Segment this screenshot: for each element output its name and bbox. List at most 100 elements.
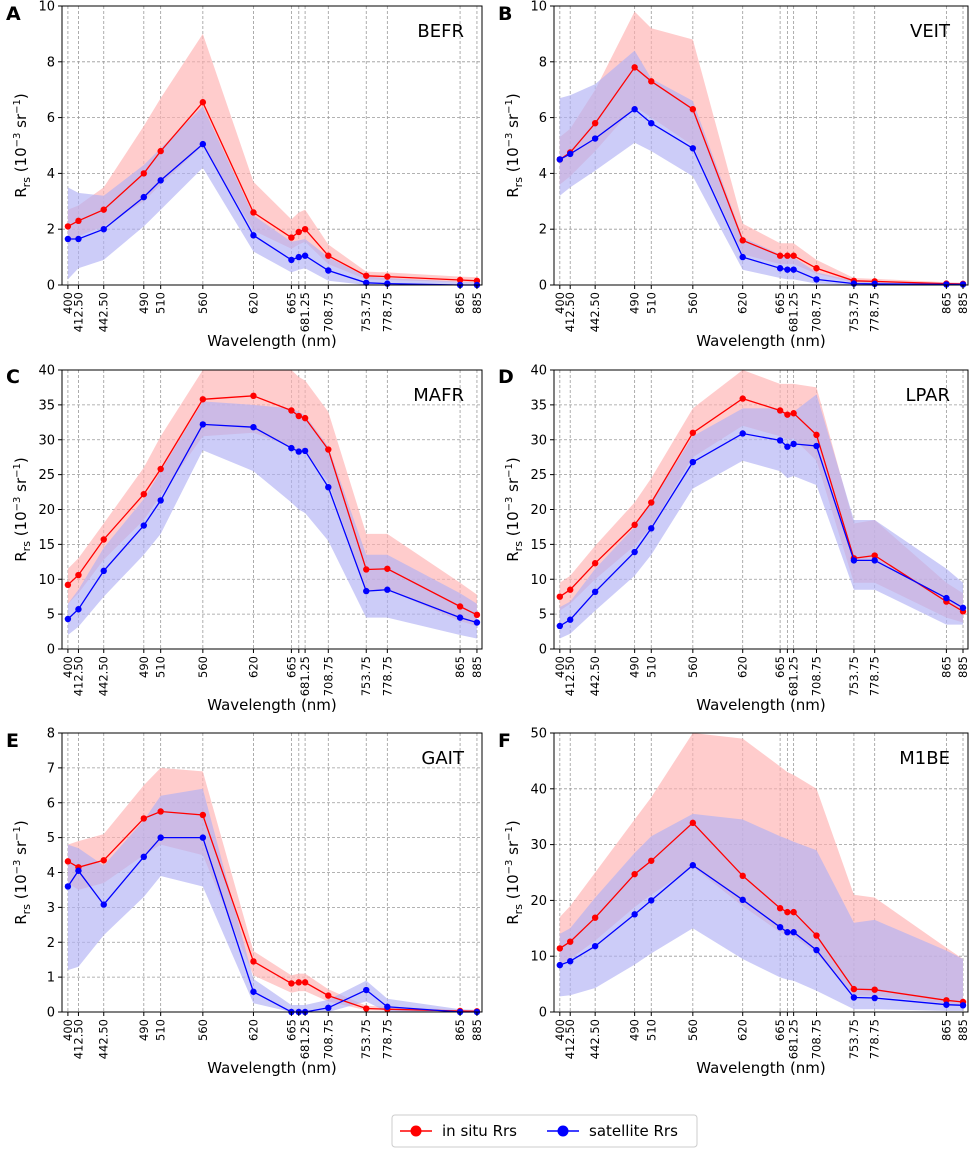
satellite-data-point xyxy=(140,193,148,201)
x-tick-label: 510 xyxy=(644,292,658,314)
x-tick-label: 681.25 xyxy=(298,656,312,696)
x-tick-label: 665 xyxy=(773,656,787,678)
satellite-data-point xyxy=(100,567,107,575)
y-tick-label: 25 xyxy=(38,468,55,483)
satellite-data-point xyxy=(776,437,784,444)
x-tick-label: 620 xyxy=(246,292,260,314)
y-label-subscript: rs xyxy=(512,904,525,915)
x-tick-label: 708.75 xyxy=(321,1019,335,1059)
in-situ-data-point xyxy=(140,815,148,822)
y-tick-label: 40 xyxy=(530,364,547,379)
x-tick-label: 412.50 xyxy=(563,656,577,696)
y-label-sr-exponent: −1 xyxy=(504,463,515,478)
satellite-data-point xyxy=(689,458,697,466)
y-tick-label: 2 xyxy=(47,223,55,238)
x-tick-label: 490 xyxy=(137,1019,151,1041)
panel-title: GAIT xyxy=(421,748,465,769)
x-axis-label: Wavelength (nm) xyxy=(207,696,337,714)
x-tick-label: 778.75 xyxy=(868,1019,882,1059)
in-situ-range-band xyxy=(559,11,963,285)
satellite-data-point xyxy=(648,897,655,904)
in-situ-data-point xyxy=(301,414,309,422)
satellite-data-point xyxy=(363,279,370,286)
satellite-data-point xyxy=(363,587,370,595)
in-situ-data-point xyxy=(250,958,257,965)
x-tick-label: 665 xyxy=(773,1019,787,1041)
y-label-exponent: −3 xyxy=(12,497,23,512)
in-situ-range-band xyxy=(67,33,477,283)
panel-letter: B xyxy=(498,3,512,25)
y-tick-label: 30 xyxy=(530,838,547,853)
y-label-subscript: rs xyxy=(20,541,33,552)
y-label-subscript: rs xyxy=(512,541,525,552)
y-label-symbol: R xyxy=(504,551,522,561)
in-situ-data-point xyxy=(288,234,295,241)
y-label-sr-exponent: −1 xyxy=(504,99,515,114)
in-situ-data-point xyxy=(689,106,697,113)
satellite-data-point xyxy=(75,606,82,613)
in-situ-data-point xyxy=(739,872,746,880)
y-tick-label: 10 xyxy=(38,573,55,588)
in-situ-data-point xyxy=(456,603,464,610)
x-tick-label: 620 xyxy=(246,656,260,678)
in-situ-data-point xyxy=(301,226,309,233)
in-situ-data-point xyxy=(157,147,164,155)
x-tick-label: 442.50 xyxy=(97,1019,111,1059)
y-label-exponent: −3 xyxy=(504,497,515,512)
satellite-data-point xyxy=(473,619,481,626)
satellite-data-point xyxy=(784,266,791,273)
in-situ-data-point xyxy=(75,571,82,579)
in-situ-data-point xyxy=(363,272,370,279)
x-tick-label: 412.50 xyxy=(71,292,85,332)
satellite-data-point xyxy=(157,177,164,184)
satellite-data-point xyxy=(250,423,257,431)
in-situ-data-point xyxy=(648,857,655,864)
satellite-data-point xyxy=(943,281,950,288)
x-tick-label: 412.50 xyxy=(563,292,577,332)
x-tick-label: 442.50 xyxy=(588,656,602,696)
y-label-close: ) xyxy=(12,93,30,99)
y-axis-label: Rrs (10−3 sr−1) xyxy=(504,457,525,562)
satellite-range-band xyxy=(67,401,477,639)
in-situ-data-point xyxy=(250,209,257,216)
satellite-data-point xyxy=(250,988,257,995)
satellite-data-point xyxy=(75,235,82,243)
satellite-data-point xyxy=(591,942,599,950)
y-label-unit: (10 xyxy=(12,147,30,177)
in-situ-data-point xyxy=(64,581,72,589)
x-tick-label: 620 xyxy=(736,656,750,678)
in-situ-data-point xyxy=(100,536,107,543)
x-tick-label: 510 xyxy=(644,1019,658,1041)
in-situ-data-point xyxy=(157,808,164,815)
x-tick-label: 560 xyxy=(196,292,210,314)
satellite-data-point xyxy=(776,265,784,272)
x-tick-label: 681.25 xyxy=(298,1019,312,1059)
satellite-data-point xyxy=(288,444,295,452)
x-tick-label: 708.75 xyxy=(809,656,823,696)
x-axis-label: Wavelength (nm) xyxy=(207,1059,337,1077)
satellite-data-point xyxy=(631,911,638,918)
x-tick-label: 865 xyxy=(453,656,467,678)
satellite-data-point xyxy=(648,119,655,127)
in-situ-data-point xyxy=(363,566,370,573)
panel-title: MAFR xyxy=(413,385,464,406)
in-situ-data-point xyxy=(784,411,791,418)
satellite-data-point xyxy=(790,929,797,936)
in-situ-data-point xyxy=(295,412,302,420)
in-situ-data-point xyxy=(776,905,784,912)
y-label-symbol: R xyxy=(12,187,30,197)
in-situ-data-point xyxy=(473,611,481,619)
in-situ-data-point xyxy=(100,206,107,213)
satellite-data-point xyxy=(250,232,257,239)
satellite-data-point xyxy=(943,594,950,602)
y-label-close: ) xyxy=(504,93,522,99)
satellite-data-point xyxy=(591,135,599,142)
x-tick-label: 665 xyxy=(284,656,298,678)
in-situ-data-point xyxy=(363,1005,370,1012)
y-label-close: ) xyxy=(504,457,522,463)
satellite-data-point xyxy=(64,883,72,890)
y-tick-label: 2 xyxy=(539,223,547,238)
y-tick-label: 40 xyxy=(38,364,55,379)
